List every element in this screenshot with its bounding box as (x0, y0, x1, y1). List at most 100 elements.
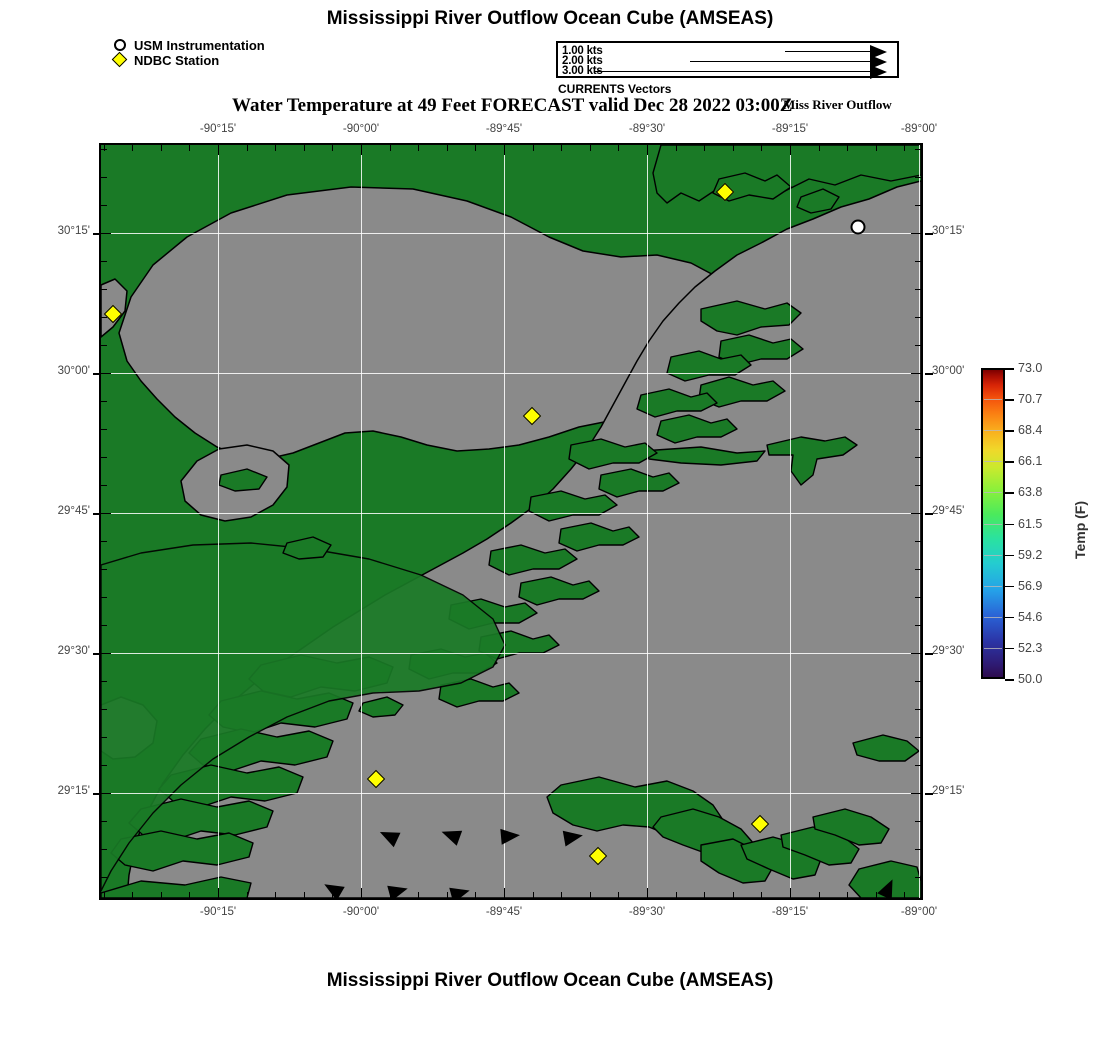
x-tick (647, 145, 648, 155)
y-tick (915, 625, 921, 626)
usm-instrumentation-marker[interactable] (850, 219, 866, 235)
x-axis-tick-label: -90°15' (199, 123, 237, 135)
vector-shaft (785, 51, 875, 52)
colorbar-tick-label: 61.5 (1018, 516, 1043, 531)
x-tick (361, 145, 362, 155)
x-tick (704, 145, 706, 151)
y-tick (915, 345, 921, 346)
colorbar-tick (1005, 368, 1014, 370)
x-tick (732, 892, 734, 898)
x-tick (675, 892, 677, 898)
axis-outer-tick (93, 233, 101, 235)
legend-item-label: NDBC Station (134, 53, 220, 68)
colorbar-tick-label: 50.0 (1018, 672, 1043, 686)
y-tick (101, 233, 111, 234)
colorbar-title: Temp (F) (1072, 500, 1089, 560)
y-tick (915, 597, 921, 598)
colorbar-band-separator (984, 399, 1002, 401)
y-tick (915, 709, 921, 710)
y-tick (915, 317, 921, 318)
colorbar-tick-label: 70.7 (1018, 392, 1043, 407)
colorbar-tick (1005, 492, 1014, 494)
colorbar-band-separator (984, 523, 1002, 525)
x-tick (875, 145, 877, 151)
map-canvas[interactable] (101, 145, 921, 898)
y-tick (101, 149, 107, 150)
marker-legend: USM Instrumentation NDBC Station (111, 38, 372, 68)
x-tick (160, 145, 162, 151)
axis-outer-tick (925, 793, 933, 795)
colorbar-tick (1005, 523, 1014, 525)
colorbar-tick (1005, 399, 1014, 401)
y-tick (101, 681, 107, 682)
x-tick (532, 145, 534, 151)
x-tick (875, 892, 877, 898)
x-axis-tick-label: -90°15' (199, 906, 237, 918)
currents-scale-label: 2.00 kts (562, 55, 603, 67)
y-tick (101, 597, 107, 598)
x-axis-tick-label: -89°45' (485, 906, 523, 918)
vector-shaft (690, 61, 875, 62)
x-axis-tick-label: -89°30' (628, 123, 666, 135)
colorbar-tick-label: 66.1 (1018, 454, 1043, 469)
y-tick (915, 737, 921, 738)
x-axis-tick-label: -89°30' (628, 906, 666, 918)
x-tick (218, 145, 219, 155)
colorbar-tick (1005, 585, 1014, 588)
x-tick (675, 145, 677, 151)
plot-subtitle: Water Temperature at 49 Feet FORECAST va… (232, 95, 793, 116)
y-tick (911, 653, 921, 654)
x-tick (303, 145, 305, 151)
y-tick (101, 821, 107, 822)
currents-scale-label: 3.00 kts (562, 65, 603, 77)
colorbar-tick-label: 68.4 (1018, 423, 1043, 438)
y-axis-tick-label: 29°45' (57, 505, 90, 517)
colorbar-tick (1005, 647, 1014, 650)
map-plot-area[interactable] (99, 143, 923, 900)
x-axis-tick-label: -89°45' (485, 123, 523, 135)
x-tick (904, 892, 906, 898)
x-tick (647, 888, 648, 898)
y-axis-tick-label: 29°15' (57, 785, 90, 797)
x-tick (589, 892, 591, 898)
x-tick (303, 892, 305, 898)
y-tick (101, 429, 107, 430)
y-axis-tick-label: 29°15' (932, 785, 965, 797)
colorbar-tick (1005, 554, 1014, 557)
y-tick (915, 821, 921, 822)
x-tick (904, 145, 906, 151)
x-tick (818, 892, 820, 898)
axis-outer-tick (925, 513, 933, 515)
y-tick (101, 541, 107, 542)
x-tick (704, 892, 706, 898)
current-vector-arrow (387, 880, 410, 898)
y-axis-tick-label: 29°30' (57, 645, 90, 657)
y-tick (101, 709, 107, 710)
circle-marker-icon (114, 39, 126, 51)
x-tick (847, 145, 849, 151)
x-tick (132, 145, 134, 151)
x-tick (218, 888, 219, 898)
vector-arrowhead-icon (870, 65, 887, 79)
y-tick (915, 569, 921, 570)
x-axis-tick-label: -89°00' (900, 906, 938, 918)
y-tick (915, 429, 921, 430)
y-tick (915, 289, 921, 290)
x-tick (389, 145, 391, 151)
y-tick (915, 205, 921, 206)
axis-outer-tick (93, 373, 101, 375)
diamond-marker-icon (111, 51, 128, 68)
x-tick (761, 145, 763, 151)
legend-item-usm: USM Instrumentation (112, 38, 372, 53)
y-tick (101, 737, 107, 738)
y-tick (915, 485, 921, 486)
y-tick (101, 485, 107, 486)
x-tick (246, 145, 248, 151)
colorbar-band-separator (984, 492, 1002, 494)
x-tick (103, 145, 105, 151)
x-tick (389, 892, 391, 898)
colorbar-tick (1005, 430, 1014, 432)
colorbar-tick-label: 52.3 (1018, 640, 1043, 655)
y-tick (101, 317, 107, 318)
y-tick (915, 177, 921, 178)
